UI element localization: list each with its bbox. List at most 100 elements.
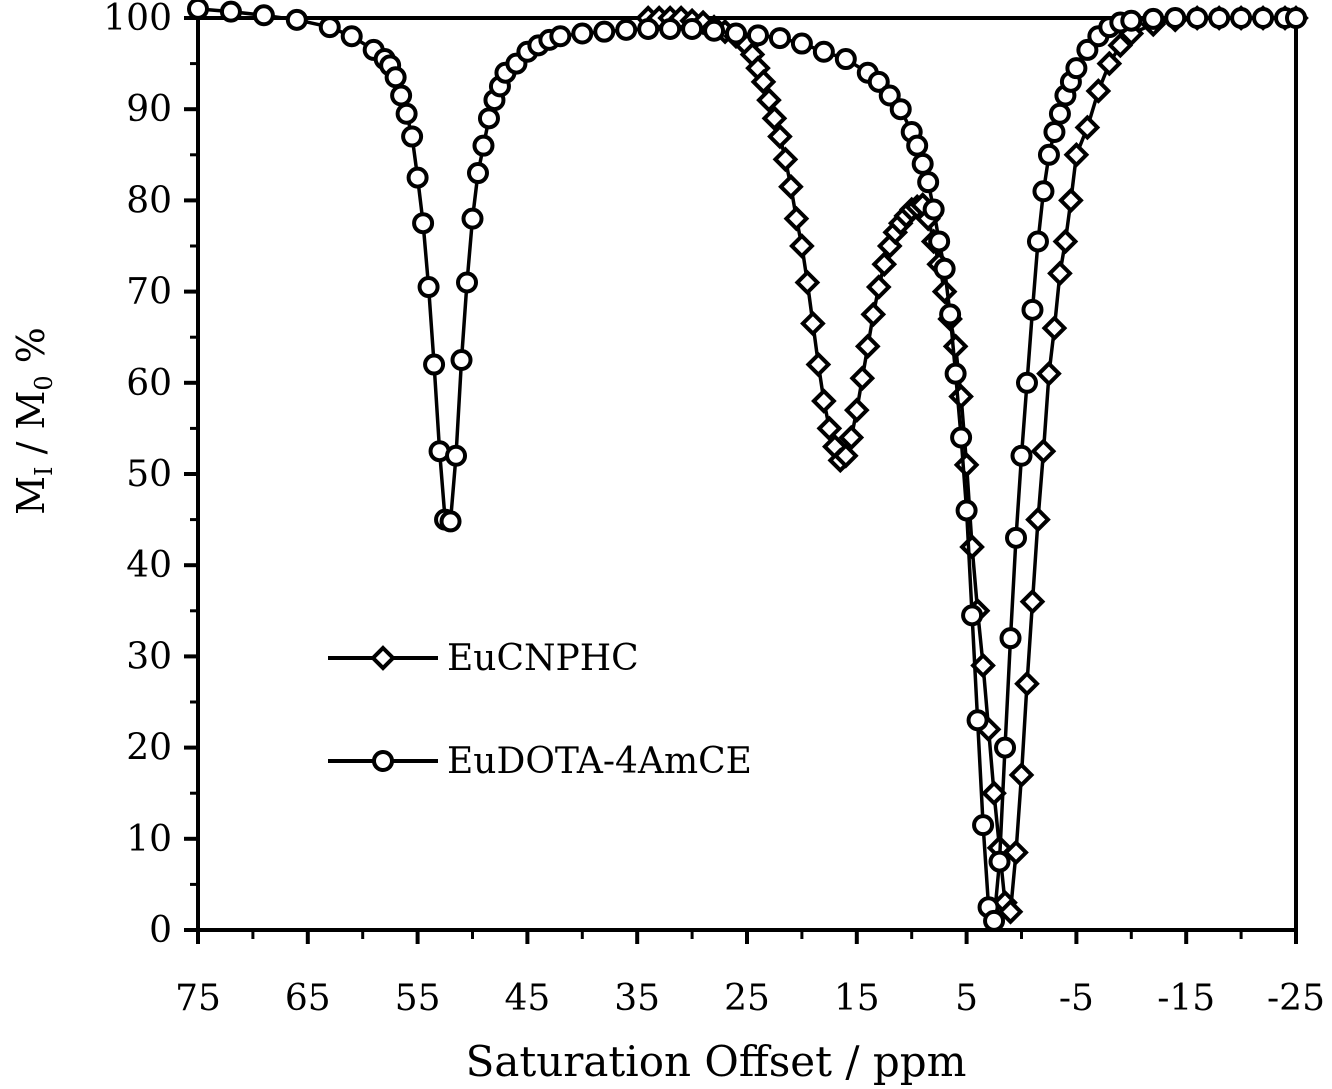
eucnphc-point (1063, 141, 1090, 168)
eudota-4amce-point (395, 102, 418, 125)
eudota-4amce-line (197, 7, 1296, 923)
eudota-4amce-point (450, 349, 473, 371)
eudota-4amce-point (1186, 7, 1209, 29)
y-tick-label: 30 (126, 636, 172, 677)
eudota-4amce-point (944, 362, 967, 385)
eudota-4amce-point (1026, 230, 1049, 253)
eudota-4amce-point (939, 303, 962, 326)
eucnphc-point (871, 251, 898, 278)
eudota-4amce-point (983, 909, 1006, 932)
eudota-4amce-point (318, 16, 341, 39)
eucnphc-point (1085, 78, 1112, 104)
eucnphc-point (849, 365, 876, 392)
eucnphc-point (1030, 438, 1057, 465)
eucnphc-point (953, 452, 980, 478)
y-tick-label: 60 (126, 363, 172, 404)
x-axis-title: Saturation Offset / ppm (466, 1037, 967, 1086)
eudota-4amce-point (790, 32, 813, 55)
eudota-4amce-point (390, 84, 413, 107)
x-tick-label: 55 (395, 978, 441, 1019)
eudota-4amce-point (219, 0, 242, 23)
eudota-4amce-point (911, 152, 934, 175)
eucnphc-point (1041, 315, 1068, 341)
eudota-4amce-point (906, 134, 929, 157)
x-tick-label: -25 (1267, 978, 1325, 1019)
eudota-4amce-point (466, 162, 489, 185)
eucnphc-point (1036, 360, 1062, 387)
eucnphc-point (750, 69, 777, 95)
eudota-4amce-point (637, 17, 660, 40)
eucnphc-series (635, 5, 1309, 925)
y-tick-label: 70 (126, 272, 172, 313)
eudota-4amce-point (659, 17, 682, 40)
eudota-4amce-point (1208, 7, 1231, 29)
x-tick-label: 25 (724, 978, 770, 1019)
eudota-4amce-point (456, 271, 479, 294)
eudota-4amce-point (549, 25, 572, 48)
legend: EuCNPHC EuDOTA-4AmCE (328, 638, 752, 782)
eudota-4amce-point (423, 353, 446, 376)
plot-frame (196, 16, 1298, 932)
eucnphc-point (843, 397, 870, 423)
eucnphc-point (1074, 114, 1101, 141)
eucnphc-point (1096, 50, 1123, 77)
eudota-4amce-point (571, 22, 594, 45)
eudota-4amce-point (950, 426, 973, 449)
eudota-4amce-point (999, 627, 1022, 650)
y-tick-label: 0 (149, 910, 172, 951)
eudota-4amce-point (1065, 57, 1088, 80)
eudota-4amce-point (1076, 38, 1099, 61)
eudota-4amce-point (889, 98, 912, 121)
eucnphc-point (1008, 762, 1035, 788)
y-axis-title-numerator-sub: I (30, 466, 58, 475)
eucnphc-point (931, 278, 958, 305)
y-axis-title: MI / M0 % (9, 327, 58, 515)
y-tick-label: 40 (126, 545, 172, 586)
eucnphc-point (772, 146, 799, 173)
eucnphc-point (1003, 839, 1029, 866)
eucnphc-point (970, 652, 996, 679)
eudota-4amce-point (1120, 9, 1143, 32)
eudota-4amce-point (878, 84, 901, 107)
x-tick-label: 75 (175, 978, 221, 1019)
legend-label-eudota-4amce: EuDOTA-4AmCE (447, 741, 752, 782)
eucnphc-point (1014, 670, 1040, 697)
eudota-4amce-point (477, 107, 500, 130)
y-tick-label: 10 (126, 819, 172, 860)
eucnphc-point (767, 123, 793, 150)
eudota-4amce-point (933, 257, 956, 280)
legend-marker-eudota-4amce (372, 750, 394, 772)
eucnphc-point (942, 333, 969, 360)
eudota-4amce-point (681, 17, 704, 40)
eudota-4amce-point (966, 709, 989, 732)
x-tick-label: -5 (1059, 978, 1094, 1019)
y-tick-label: 100 (103, 0, 172, 39)
y-axis-title-base: M (9, 476, 53, 515)
eudota-4amce-point (867, 70, 890, 93)
x-tick-label: 45 (504, 978, 550, 1019)
y-tick-label: 90 (126, 89, 172, 130)
eudota-4amce-point (384, 66, 407, 89)
eudota-4amce-point (1005, 526, 1028, 549)
eudota-4amce-point (417, 276, 440, 299)
eudota-4amce-point (768, 27, 791, 50)
axes: 0 10 20 30 40 50 60 70 80 90 100 75 65 55 45 35 25 15 5 -5 -… (103, 0, 1325, 1019)
eudota-4amce-point (340, 25, 363, 48)
eucnphc-point (756, 87, 782, 113)
x-tick-label: 35 (614, 978, 660, 1019)
x-tick-label: 15 (834, 978, 880, 1019)
eudota-4amce-point (703, 19, 726, 42)
y-axis-title-denominator-base: M (9, 391, 53, 430)
x-tick-label: 65 (285, 978, 331, 1019)
eudota-4amce-point (252, 4, 275, 27)
eudota-4amce-point (834, 48, 857, 71)
eudota-4amce-point (917, 171, 940, 194)
eudota-4amce-point (1164, 7, 1187, 29)
eucnphc-point (1107, 32, 1134, 59)
eudota-4amce-point (1230, 7, 1253, 29)
eudota-4amce-point (406, 166, 429, 189)
eudota-4amce-point (1043, 121, 1066, 143)
eucnphc-point (789, 233, 815, 259)
